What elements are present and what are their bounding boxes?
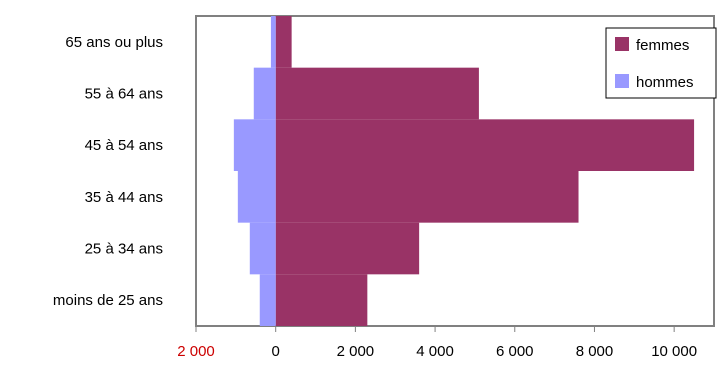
- x-tick-label: 0: [272, 343, 280, 360]
- bar-femmes-4: [275, 67, 479, 120]
- category-label: 65 ans ou plus: [65, 34, 163, 51]
- category-label: moins de 25 ans: [53, 292, 163, 309]
- x-tick-label: 10 000: [651, 343, 697, 360]
- category-label: 35 à 44 ans: [85, 189, 163, 206]
- legend-swatch-hommes: [615, 74, 629, 88]
- bar-hommes-0: [259, 274, 276, 326]
- category-label: 25 à 34 ans: [85, 241, 163, 258]
- bar-femmes-5: [275, 16, 292, 68]
- bar-hommes-5: [270, 16, 276, 68]
- x-tick-label: 2 000: [177, 343, 215, 360]
- bar-hommes-2: [237, 171, 276, 223]
- x-axis: 2 000 0 2 000 4 000 6 000 8 000 10 000: [177, 326, 697, 360]
- bars-layer: [233, 16, 695, 326]
- legend: femmes hommes: [605, 27, 717, 99]
- bar-femmes-3: [275, 119, 695, 171]
- legend-swatch-femmes: [615, 37, 629, 51]
- x-tick-label: 2 000: [337, 343, 375, 360]
- legend-label-femmes: femmes: [636, 37, 689, 54]
- x-tick-label: 6 000: [496, 343, 534, 360]
- bar-hommes-1: [249, 222, 276, 275]
- category-labels: moins de 25 ans 25 à 34 ans 35 à 44 ans 45 …: [53, 34, 163, 309]
- bar-hommes-3: [233, 119, 276, 171]
- category-label: 45 à 54 ans: [85, 137, 163, 154]
- bar-hommes-4: [253, 67, 276, 120]
- x-tick-label: 8 000: [576, 343, 614, 360]
- legend-label-hommes: hommes: [636, 74, 694, 91]
- x-tick-label: 4 000: [416, 343, 454, 360]
- bar-femmes-1: [275, 222, 420, 275]
- category-label: 55 à 64 ans: [85, 86, 163, 103]
- bar-femmes-2: [275, 171, 579, 223]
- bar-femmes-0: [275, 274, 368, 326]
